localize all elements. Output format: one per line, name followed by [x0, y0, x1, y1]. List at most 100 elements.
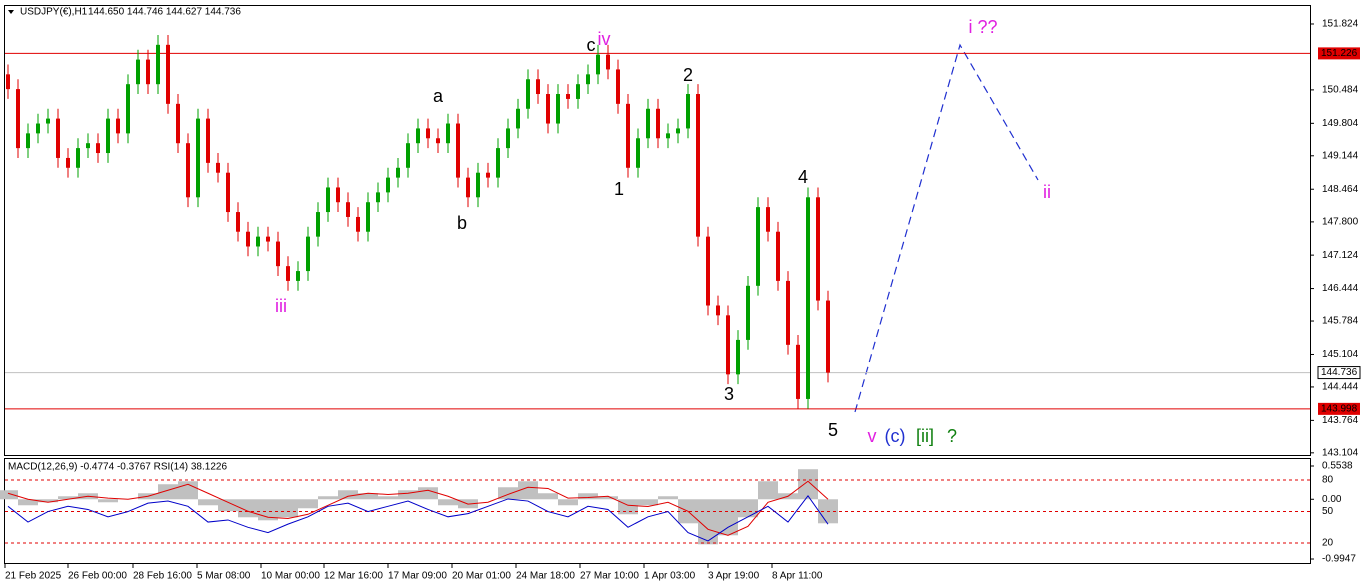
- candle-body: [46, 118, 50, 124]
- candle-body: [126, 84, 130, 134]
- candle-body: [726, 315, 730, 375]
- y-tick-label: 145.784: [1322, 316, 1359, 327]
- last-price-box: [1317, 366, 1361, 380]
- rsi-tick-label: 20: [1322, 538, 1334, 549]
- y-tick-label: 144.444: [1322, 382, 1359, 393]
- rsi-line: [7, 494, 829, 542]
- x-tick-label: 1 Apr 03:00: [644, 571, 696, 582]
- wave-label: 2: [683, 65, 693, 85]
- y-tick-label: 145.104: [1322, 349, 1359, 360]
- indicator-title: MACD(12,26,9) -0.4774 -0.3767 RSI(14) 38…: [8, 462, 227, 473]
- macd-bar: [718, 499, 738, 536]
- x-tick-label: 3 Apr 19:00: [708, 571, 760, 582]
- candle-body: [596, 54, 600, 75]
- candle-body: [246, 231, 250, 247]
- candle-body: [576, 84, 580, 99]
- candle-body: [506, 128, 510, 149]
- candle-body: [146, 59, 150, 85]
- macd-tick-label: -0.9947: [1322, 554, 1356, 565]
- candle-body: [746, 285, 750, 340]
- candle-body: [706, 236, 710, 306]
- wave-label: 1: [614, 179, 624, 199]
- x-tick-label: 10 Mar 00:00: [261, 571, 320, 582]
- candle-body: [526, 79, 530, 109]
- candle-body: [376, 192, 380, 203]
- wave-label: 3: [724, 384, 734, 404]
- macd-bar: [0, 490, 18, 500]
- menu-arrow[interactable]: [8, 10, 14, 14]
- x-tick-label: 21 Feb 2025: [5, 571, 62, 582]
- wave-label: i ??: [968, 17, 997, 37]
- indicator-frame: [4, 458, 1311, 564]
- macd-bar: [398, 490, 418, 500]
- candle-body: [776, 231, 780, 281]
- wave-label: b: [457, 213, 467, 233]
- macd-bar: [438, 499, 458, 506]
- macd-bar: [258, 499, 278, 521]
- candle-body: [306, 236, 310, 272]
- candle-body: [566, 94, 570, 99]
- macd-bar: [758, 481, 778, 500]
- rsi-tick-label: 50: [1322, 506, 1334, 517]
- y-tick-label: 150.484: [1322, 85, 1359, 96]
- wave-label: iii: [275, 296, 287, 316]
- candle-body: [546, 94, 550, 124]
- x-tick-label: 26 Feb 00:00: [68, 571, 127, 582]
- x-tick-label: 28 Feb 16:00: [133, 571, 192, 582]
- candle-body: [366, 202, 370, 232]
- wave-label: a: [433, 86, 444, 106]
- wave-label: (c): [885, 426, 906, 446]
- macd-bar: [798, 469, 818, 500]
- y-tick-label: 143.104: [1322, 447, 1359, 458]
- candle-body: [216, 162, 220, 173]
- macd-bar: [558, 499, 578, 506]
- candle-body: [626, 103, 630, 168]
- macd-bar: [158, 484, 178, 500]
- macd-bar: [218, 499, 238, 512]
- candle-body: [186, 143, 190, 198]
- x-tick-label: 27 Mar 10:00: [580, 571, 639, 582]
- candle-body: [686, 94, 690, 129]
- candle-body: [226, 172, 230, 213]
- candle-body: [446, 123, 450, 144]
- macd-tick-label: 0.00: [1322, 494, 1342, 505]
- wave-label: ii: [1043, 182, 1051, 202]
- y-tick-label: 143.764: [1322, 415, 1359, 426]
- candle-body: [36, 123, 40, 134]
- candle-body: [326, 187, 330, 213]
- y-tick-label: 147.124: [1322, 250, 1359, 261]
- candle-body: [416, 128, 420, 144]
- candle-body: [796, 344, 800, 399]
- candle-body: [616, 69, 620, 104]
- wave-label: iv: [598, 29, 611, 49]
- candle-body: [76, 148, 80, 168]
- candle-body: [826, 300, 830, 373]
- candle-body: [456, 123, 460, 178]
- candle-body: [756, 207, 760, 286]
- wave-label: 4: [798, 167, 808, 187]
- candle-body: [736, 339, 740, 375]
- macd-bar: [198, 499, 218, 506]
- candle-body: [666, 133, 670, 139]
- wave-label: ?: [947, 426, 957, 446]
- candle-body: [336, 187, 340, 203]
- rsi-tick-label: 80: [1322, 475, 1334, 486]
- candle-body: [26, 133, 30, 149]
- candle-body: [676, 128, 680, 134]
- x-tick-label: 12 Mar 16:00: [324, 571, 383, 582]
- candle-body: [426, 128, 430, 139]
- wave-label: c: [587, 35, 596, 55]
- macd-bar: [638, 499, 658, 506]
- candle-body: [86, 143, 90, 149]
- macd-bar: [538, 493, 558, 500]
- y-tick-label: 149.804: [1322, 118, 1359, 129]
- candle-body: [606, 54, 610, 70]
- macd-signal-line: [7, 480, 829, 536]
- level-label-box: [1318, 47, 1360, 60]
- candle-body: [296, 271, 300, 281]
- candle-body: [396, 167, 400, 178]
- wave-label: 5: [828, 420, 838, 440]
- x-tick-label: 24 Mar 18:00: [516, 571, 575, 582]
